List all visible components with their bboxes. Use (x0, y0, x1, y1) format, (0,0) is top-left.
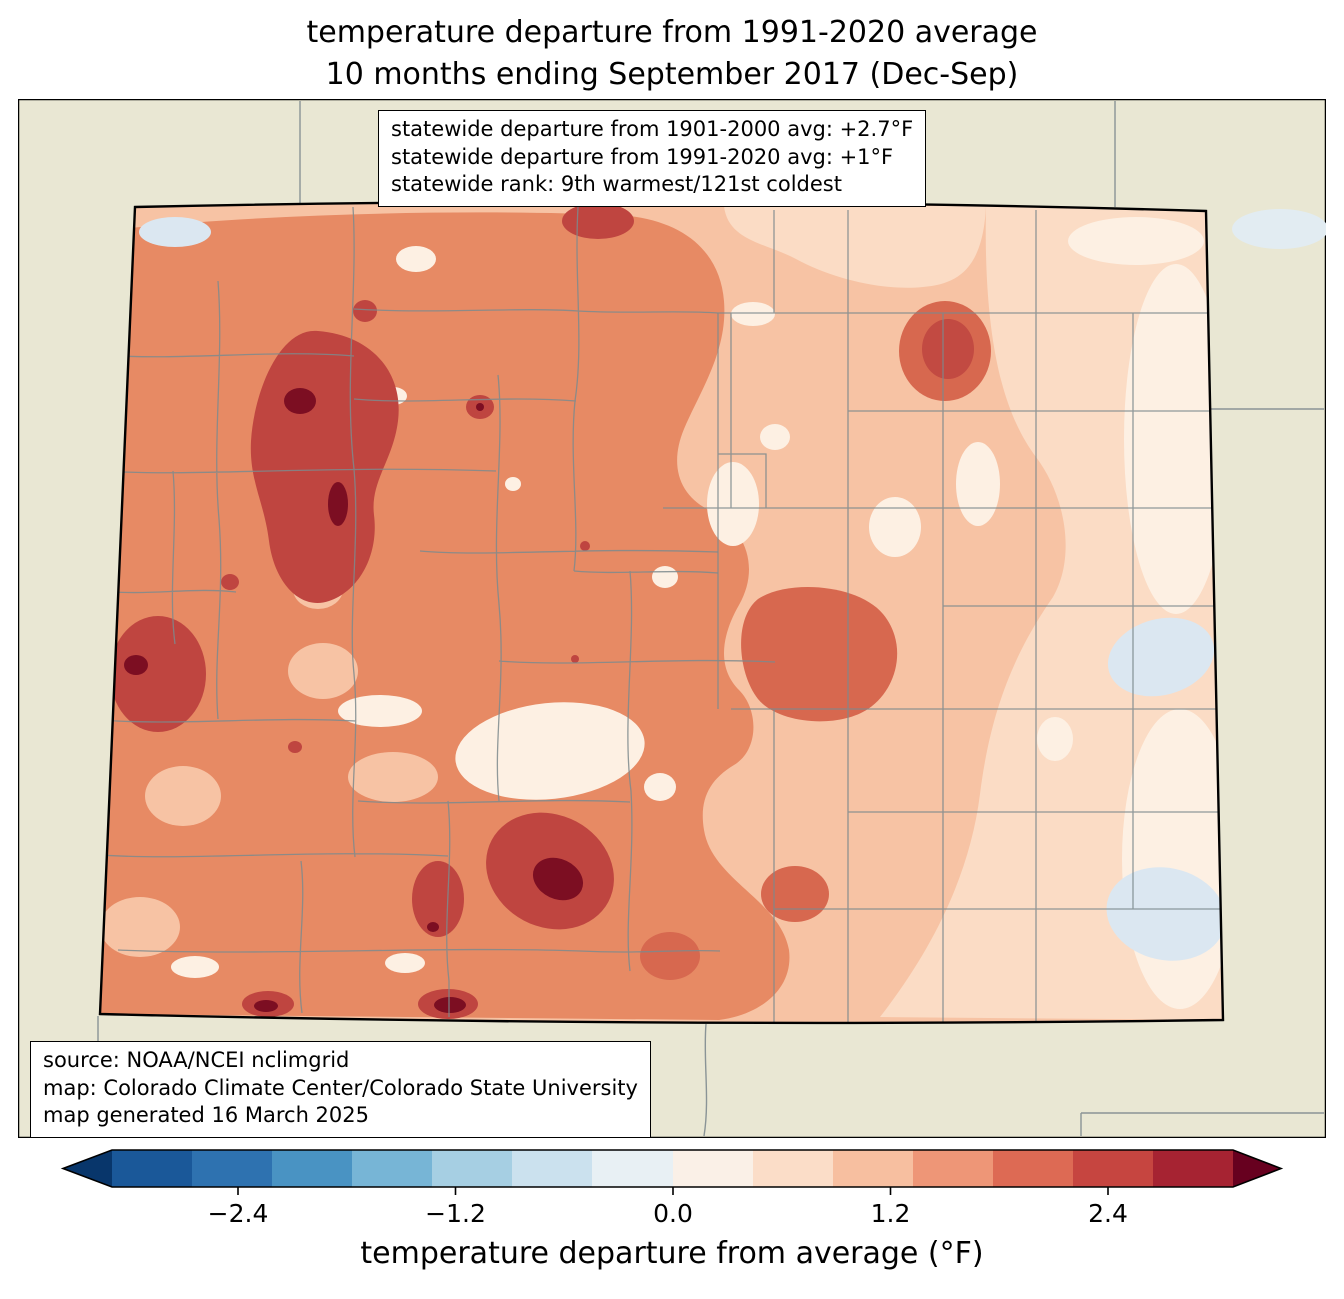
colorbar-tick-label: −2.4 (208, 1199, 269, 1228)
colorbar-arrow-right (1233, 1150, 1281, 1187)
source-line-2: map: Colorado Climate Center/Colorado St… (43, 1075, 638, 1100)
stats-box: statewide departure from 1901-2000 avg: … (378, 110, 927, 208)
map-frame (18, 99, 1326, 1138)
colorbar-ticks (237, 1187, 1109, 1195)
colorbar-segment (913, 1150, 994, 1187)
colorbar-segment (272, 1150, 353, 1187)
colorbar-svg: −2.4 −1.2 0.0 1.2 2.4 (60, 1149, 1284, 1228)
stats-line-1: statewide departure from 1901-2000 avg: … (391, 117, 914, 141)
colorbar-segment (753, 1150, 834, 1187)
colorbar-segment (1073, 1150, 1154, 1187)
colorado-map-svg (18, 99, 1326, 1138)
page-title: temperature departure from 1991-2020 ave… (0, 12, 1344, 96)
colorbar-axis-label: temperature departure from average (°F) (360, 1236, 984, 1271)
colorbar-segment (192, 1150, 273, 1187)
colorbar-segment (833, 1150, 914, 1187)
colorbar-segment (673, 1150, 754, 1187)
margin-cool-patch (1232, 209, 1326, 249)
colorbar-tick-label: −1.2 (425, 1199, 486, 1228)
colorbar-outline (60, 1149, 1284, 1188)
colorbar-tick-label: 2.4 (1088, 1199, 1128, 1228)
colorbar: −2.4 −1.2 0.0 1.2 2.4 (0, 1142, 1344, 1242)
source-box: source: NOAA/NCEI nclimgrid map: Colorad… (30, 1041, 651, 1139)
source-line-3: map generated 16 March 2025 (43, 1103, 370, 1128)
stats-line-3: statewide rank: 9th warmest/121st coldes… (391, 172, 842, 197)
title-line-1: temperature departure from 1991-2020 ave… (306, 15, 1038, 50)
source-line-1: source: NOAA/NCEI nclimgrid (43, 1048, 350, 1072)
colorbar-arrow-left (63, 1150, 112, 1187)
colorbar-segment (592, 1150, 673, 1187)
colorbar-segment (993, 1150, 1074, 1187)
colorbar-segment (112, 1150, 193, 1187)
colorbar-segment (512, 1150, 593, 1187)
colorbar-segment (1153, 1150, 1233, 1187)
colorbar-tick-label: 0.0 (653, 1199, 693, 1228)
stats-line-2: statewide departure from 1991-2020 avg: … (391, 144, 894, 169)
contour-layer (100, 201, 1223, 1023)
county-lines-plains (663, 210, 1223, 1023)
neighbor-state-lines (97, 101, 1324, 1137)
colorbar-segment (432, 1150, 513, 1187)
colorbar-tick-label: 1.2 (871, 1199, 911, 1228)
title-line-2: 10 months ending September 2017 (Dec-Sep… (325, 57, 1019, 92)
county-lines-mountains (100, 206, 776, 1017)
colorbar-segment (352, 1150, 433, 1187)
